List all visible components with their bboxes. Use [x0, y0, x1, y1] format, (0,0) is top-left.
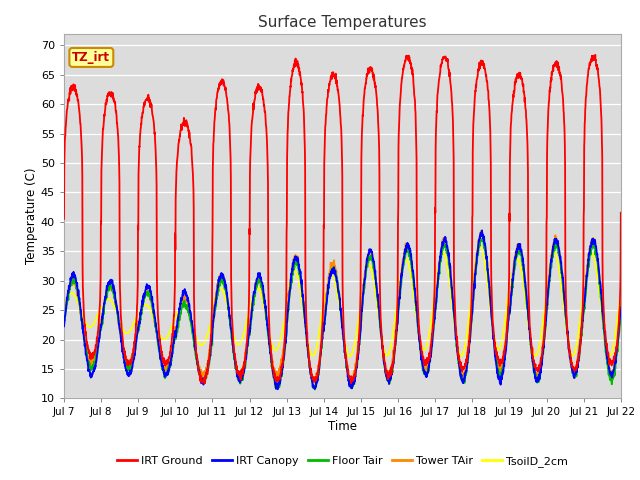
Title: Surface Temperatures: Surface Temperatures	[258, 15, 427, 30]
Y-axis label: Temperature (C): Temperature (C)	[25, 168, 38, 264]
X-axis label: Time: Time	[328, 420, 357, 433]
Legend: IRT Ground, IRT Canopy, Floor Tair, Tower TAir, TsoilD_2cm: IRT Ground, IRT Canopy, Floor Tair, Towe…	[112, 451, 573, 471]
Text: TZ_irt: TZ_irt	[72, 51, 110, 64]
